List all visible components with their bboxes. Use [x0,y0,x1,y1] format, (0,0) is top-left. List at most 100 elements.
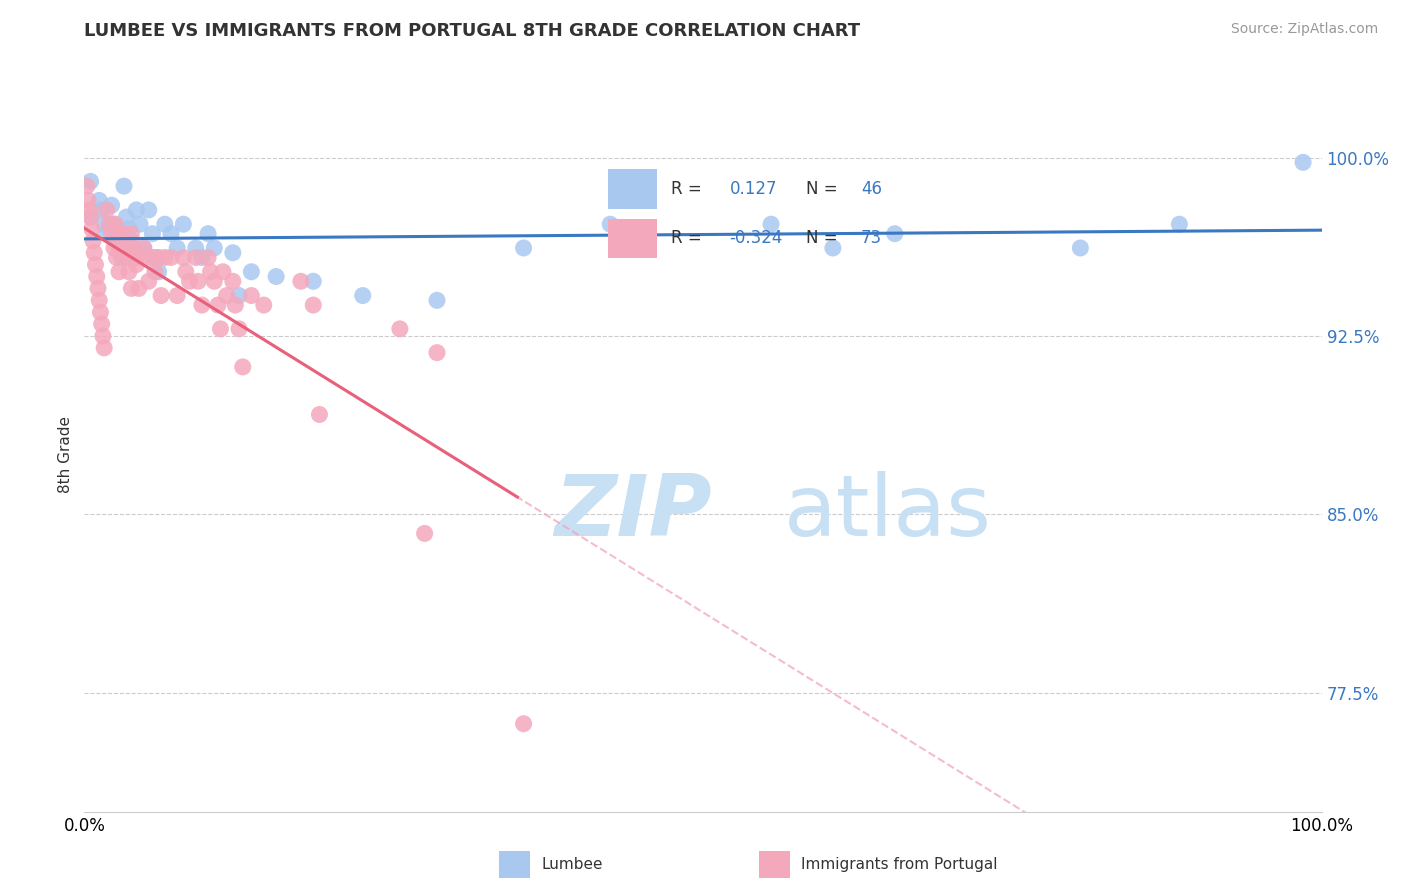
Point [125,202,148,217]
Point [759,217,782,231]
Point [222,274,245,288]
Point [821,241,844,255]
Point [197,251,219,265]
Point [125,251,148,265]
Point [120,234,142,248]
Point [112,241,135,255]
Point [179,274,201,288]
Point [115,251,138,265]
Text: atlas: atlas [783,470,991,554]
Point [110,245,132,260]
Point [83,245,105,260]
Point [207,298,229,312]
Point [232,359,254,374]
Point [1168,217,1191,231]
Point [96,227,118,241]
Point [184,251,207,265]
Point [84,258,107,272]
Point [138,202,160,217]
Point [110,227,132,241]
Point [141,251,163,265]
Point [100,227,122,241]
Point [166,288,188,302]
Point [118,222,141,236]
Point [93,217,115,231]
Point [79,202,101,217]
Point [132,241,155,255]
Point [215,288,238,302]
Point [153,217,176,231]
Point [253,298,276,312]
Point [426,345,449,359]
Point [512,716,534,731]
Point [122,241,145,255]
Point [108,265,131,279]
Point [114,245,136,260]
Text: Lumbee: Lumbee [541,857,603,871]
Point [107,234,129,248]
Point [290,274,312,288]
Point [883,227,905,241]
Point [93,341,115,355]
Point [302,298,325,312]
Text: Immigrants from Portugal: Immigrants from Portugal [801,857,998,871]
Point [103,241,125,255]
Point [222,245,245,260]
Point [197,227,219,241]
Point [86,269,108,284]
Point [79,174,101,188]
Point [87,281,110,295]
Point [108,241,131,255]
Point [96,202,118,217]
Point [125,258,148,272]
Point [302,274,325,288]
Point [388,322,411,336]
Point [129,217,152,231]
Point [132,241,155,255]
Point [105,251,128,265]
Point [512,241,534,255]
Text: Source: ZipAtlas.com: Source: ZipAtlas.com [1230,22,1378,37]
Point [264,269,287,284]
Point [111,227,134,241]
Point [413,526,436,541]
Text: LUMBEE VS IMMIGRANTS FROM PORTUGAL 8TH GRADE CORRELATION CHART: LUMBEE VS IMMIGRANTS FROM PORTUGAL 8TH G… [84,22,860,40]
Point [82,234,104,248]
Point [308,408,330,422]
Point [148,265,170,279]
Point [145,251,167,265]
Point [187,274,209,288]
Point [115,210,138,224]
Y-axis label: 8th Grade: 8th Grade [58,417,73,493]
Point [202,274,225,288]
Point [153,251,176,265]
Point [79,210,101,224]
Point [160,227,183,241]
Point [112,179,135,194]
Point [118,265,141,279]
Point [98,217,121,231]
Point [150,288,173,302]
Point [79,210,101,224]
Point [202,241,225,255]
Point [228,288,250,302]
Point [224,298,246,312]
Point [122,245,145,260]
Point [89,293,111,308]
Point [240,288,263,302]
Point [120,227,142,241]
Point [200,265,222,279]
Point [89,305,111,319]
Point [110,251,132,265]
Point [77,194,100,208]
Point [240,265,263,279]
Point [138,274,160,288]
Point [209,322,232,336]
Point [120,281,142,295]
Point [122,245,145,260]
Point [89,194,111,208]
Point [103,217,125,231]
Point [174,265,197,279]
Point [80,222,103,236]
Point [100,198,122,212]
